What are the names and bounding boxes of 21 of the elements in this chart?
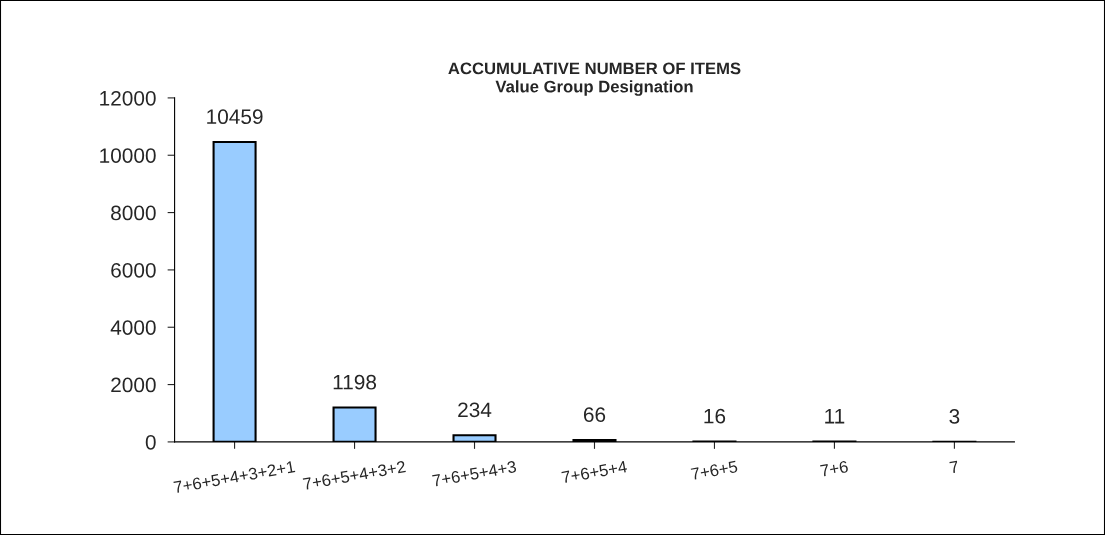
x-tick-label: 7+6 xyxy=(820,460,849,477)
chart-subtitle: Value Group Designation xyxy=(495,80,693,96)
chart-title: ACCUMULATIVE NUMBER OF ITEMS xyxy=(448,62,741,75)
data-label: 3 xyxy=(949,409,960,424)
y-tick-label: 0 xyxy=(145,434,156,450)
data-label: 11 xyxy=(825,409,845,424)
data-label: 66 xyxy=(583,407,606,423)
data-label: 16 xyxy=(704,408,726,424)
x-tick-label: 7 xyxy=(949,460,959,474)
data-label: 234 xyxy=(458,402,492,418)
data-label: 1198 xyxy=(333,374,377,390)
y-tick-label: 4000 xyxy=(110,320,156,335)
y-tick-label: 6000 xyxy=(111,262,156,278)
y-tick-label: 8000 xyxy=(111,205,156,221)
x-tick-label: 7+6+5+4 xyxy=(561,460,628,484)
x-tick-label: 7+6+5 xyxy=(690,460,738,481)
y-tick-label: 10000 xyxy=(100,148,156,163)
y-tick-label: 2000 xyxy=(111,377,156,393)
y-tick-label: 12000 xyxy=(100,90,156,106)
x-tick-label: 7+6+5+4+3 xyxy=(432,460,517,487)
data-label: 10459 xyxy=(207,109,263,125)
